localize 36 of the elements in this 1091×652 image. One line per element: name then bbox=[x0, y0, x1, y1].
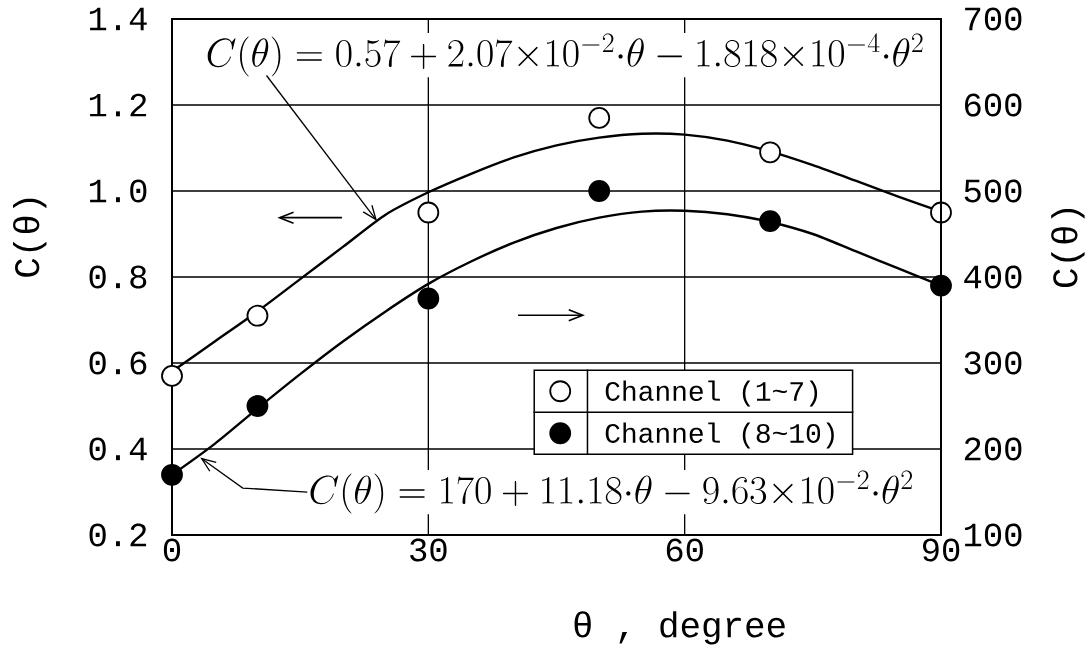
x-tick-label: 60 bbox=[666, 538, 703, 562]
point bbox=[161, 365, 183, 387]
point bbox=[417, 287, 440, 310]
y2-tick-label: 100 bbox=[964, 523, 1022, 547]
legend-label: Channel (1~7) bbox=[605, 380, 818, 407]
point bbox=[759, 141, 782, 164]
y2-tick-label: 200 bbox=[964, 437, 1022, 461]
y-tick-label: 0.6 bbox=[89, 351, 147, 375]
point bbox=[417, 201, 440, 224]
x-tick-label: 30 bbox=[410, 538, 447, 562]
x-tick-label: 0 bbox=[163, 538, 181, 562]
point bbox=[246, 395, 269, 417]
point bbox=[161, 463, 183, 486]
legend-label: Channel (8~10) bbox=[605, 422, 834, 449]
x-axis-title: θ , degree bbox=[574, 611, 785, 645]
y-tick-label: 0.2 bbox=[89, 523, 147, 547]
y2-tick-label: 700 bbox=[965, 7, 1022, 31]
y-tick-label: 1.4 bbox=[89, 7, 147, 31]
x-tick-label: 90 bbox=[923, 538, 960, 562]
point bbox=[759, 210, 782, 232]
y2-axis-title: C(θ) bbox=[1051, 209, 1085, 288]
y2-tick-label: 500 bbox=[964, 179, 1022, 203]
point bbox=[588, 180, 611, 202]
point bbox=[588, 106, 611, 129]
y-axis-title: C(θ) bbox=[13, 198, 47, 277]
annotation: $C(\theta) = 0.57 + 2.07{\times}10^{-2}{\cdot}\theta - 1.818{\times}10^{-4}{\cdot}\theta^2$ bbox=[207, 33, 923, 77]
y-tick-label: 0.8 bbox=[89, 265, 147, 289]
y2-tick-label: 400 bbox=[964, 265, 1022, 289]
y-tick-label: 0.4 bbox=[89, 437, 147, 461]
annotation: $C(\theta) = 170 + 11.18{\cdot}\theta - 9.63{\times}10^{-2}{\cdot}\theta^2$ bbox=[310, 470, 912, 514]
point bbox=[930, 274, 952, 297]
y-tick-label: 1.2 bbox=[89, 93, 147, 117]
y2-tick-label: 300 bbox=[964, 351, 1022, 375]
y-tick-label: 1.0 bbox=[89, 179, 147, 203]
y2-tick-label: 600 bbox=[965, 93, 1022, 117]
point bbox=[246, 304, 269, 327]
